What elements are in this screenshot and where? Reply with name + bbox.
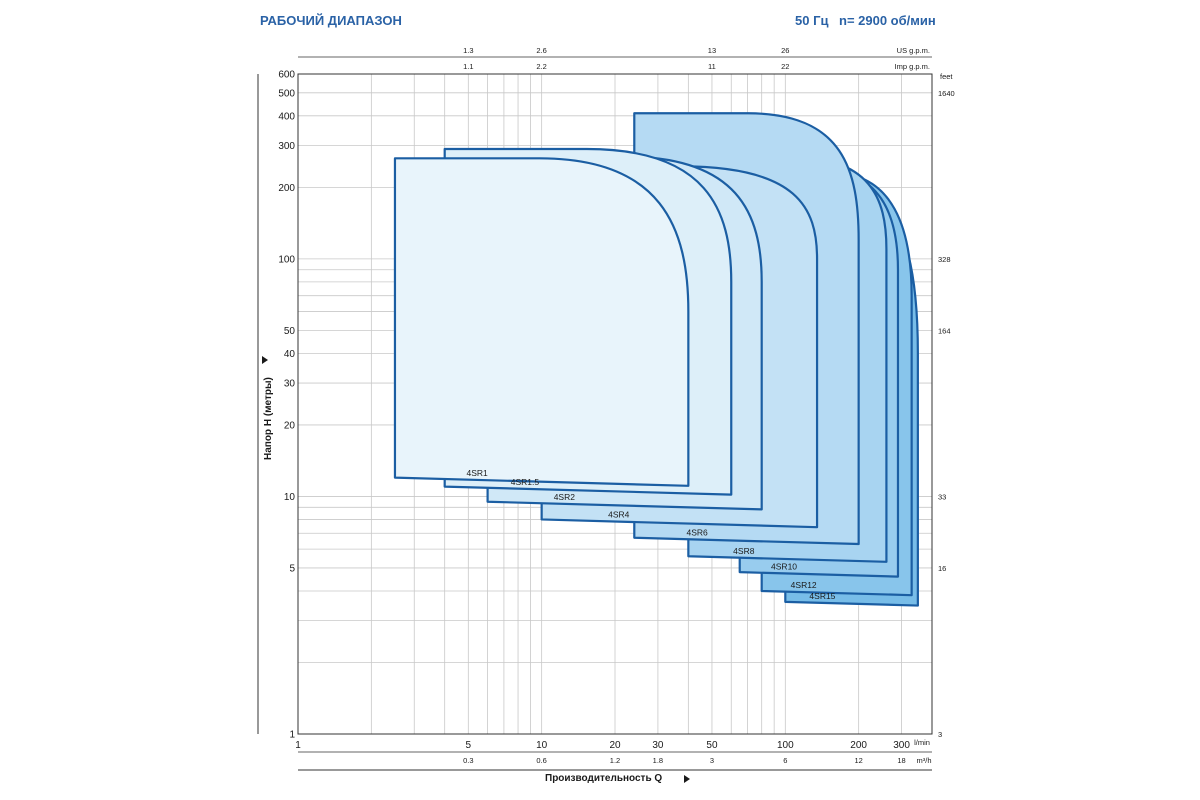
area-4sr1	[393, 157, 690, 487]
y-tick-label: 400	[278, 111, 295, 122]
x-tick-label: 5	[466, 740, 472, 751]
y-axis-title: Напор H (метры)	[263, 377, 274, 460]
y-feet-tick-label: 1640	[938, 89, 955, 98]
y-feet-tick-label: 33	[938, 492, 946, 501]
plot-frame	[297, 73, 933, 735]
series-label-4sr2: 4SR2	[554, 492, 576, 502]
x-m3h-tick-label: 18	[897, 756, 905, 765]
us-gpm-tick-label: 26	[781, 46, 789, 55]
x-axis-title: Производительность Q	[545, 773, 662, 784]
y-tick-label: 100	[278, 254, 295, 265]
x-tick-label: 30	[652, 740, 664, 751]
x-unit-label: l/min	[914, 738, 930, 747]
imp-gpm-unit-label: Imp g.p.m.	[895, 62, 930, 71]
y-tick-label: 1	[289, 730, 295, 741]
x-tick-label: 100	[777, 740, 794, 751]
x-tick-label: 300	[893, 740, 910, 751]
series-label-4sr12: 4SR12	[791, 580, 817, 590]
x-m3h-tick-label: 12	[854, 756, 862, 765]
us-gpm-unit-label: US g.p.m.	[897, 46, 930, 55]
x-axis-arrow	[684, 775, 690, 783]
series-label-4sr8: 4SR8	[733, 546, 755, 556]
imp-gpm-tick-label: 22	[781, 62, 789, 71]
x-m3h-tick-label: 1.8	[653, 756, 663, 765]
y-tick-label: 20	[284, 420, 296, 431]
series-label-4sr1-5: 4SR1.5	[511, 477, 540, 487]
y-feet-tick-label: 3	[938, 730, 942, 739]
y-tick-label: 50	[284, 326, 296, 337]
series-label-4sr10: 4SR10	[771, 561, 797, 571]
y-tick-label: 10	[284, 492, 296, 503]
y-tick-label: 200	[278, 183, 295, 194]
y-feet-tick-label: 328	[938, 255, 951, 264]
series-label-4sr15: 4SR15	[809, 591, 835, 601]
y-tick-label: 5	[289, 563, 295, 574]
us-gpm-tick-label: 1.3	[463, 46, 473, 55]
chart-title: РАБОЧИЙ ДИАПАЗОН	[260, 13, 402, 28]
x-m3h-unit-label: m³/h	[917, 756, 932, 765]
x-m3h-tick-label: 6	[783, 756, 787, 765]
x-m3h-tick-label: 3	[710, 756, 714, 765]
y-tick-label: 40	[284, 349, 296, 360]
imp-gpm-tick-label: 11	[708, 62, 716, 71]
performance-areas	[393, 112, 919, 607]
x-tick-label: 1	[295, 740, 301, 751]
y-tick-label: 500	[278, 88, 295, 99]
us-gpm-tick-label: 2.6	[536, 46, 546, 55]
x-tick-label: 50	[706, 740, 718, 751]
y-axis-arrow	[262, 356, 268, 364]
series-label-4sr1: 4SR1	[466, 468, 488, 478]
y-feet-tick-label: 16	[938, 564, 946, 573]
x-tick-label: 200	[850, 740, 867, 751]
y-feet-tick-label: 164	[938, 326, 951, 335]
imp-gpm-tick-label: 2.2	[536, 62, 546, 71]
x-m3h-tick-label: 0.6	[536, 756, 546, 765]
y-tick-label: 300	[278, 141, 295, 152]
y-tick-label: 30	[284, 379, 296, 390]
x-tick-label: 10	[536, 740, 548, 751]
frequency-label: 50 Гц	[795, 13, 828, 28]
x-m3h-tick-label: 0.3	[463, 756, 473, 765]
x-tick-label: 20	[609, 740, 621, 751]
series-label-4sr6: 4SR6	[686, 528, 708, 538]
imp-gpm-tick-label: 1.1	[463, 62, 473, 71]
series-label-4sr4: 4SR4	[608, 510, 630, 520]
y-feet-unit-label: feet	[940, 72, 953, 81]
axes: 1510203040501002003004005006003163316432…	[257, 46, 955, 783]
x-m3h-tick-label: 1.2	[610, 756, 620, 765]
us-gpm-tick-label: 13	[708, 46, 716, 55]
y-tick-label: 600	[278, 70, 295, 81]
speed-label: n= 2900 об/мин	[839, 13, 936, 28]
